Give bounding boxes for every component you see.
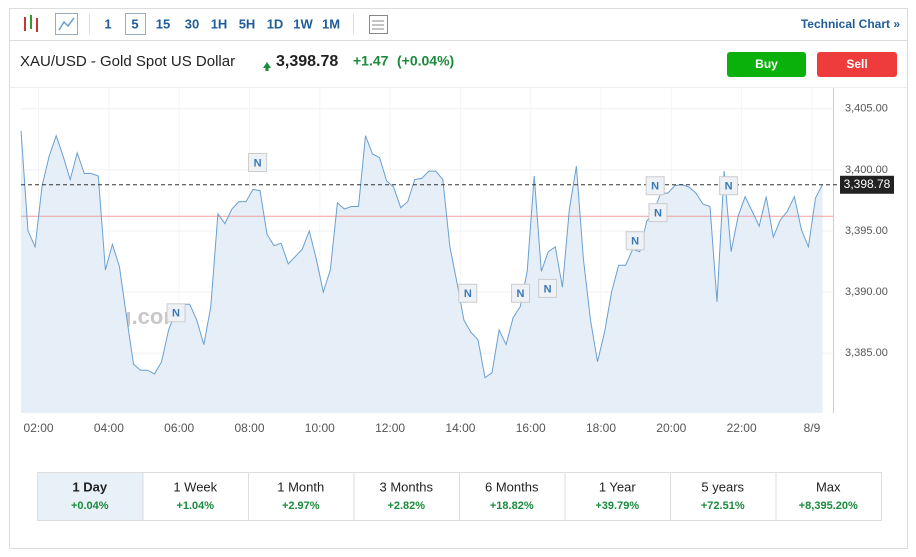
x-tick-label: 16:00 (516, 421, 546, 435)
period-label[interactable]: 1 Month (277, 479, 324, 494)
period-change[interactable]: +18.82% (490, 500, 534, 512)
change-pct: (+0.04%) (397, 53, 454, 69)
news-marker[interactable] (458, 283, 478, 303)
sell-button[interactable] (817, 52, 897, 77)
change: +1.47 (353, 53, 389, 69)
area (21, 130, 823, 414)
symbol: XAU/USD - Gold Spot US Dollar (20, 53, 235, 70)
period-cell[interactable] (564, 472, 671, 521)
y-tick-label: 3,385.00 (845, 347, 888, 359)
period-change[interactable]: +1.04% (176, 500, 214, 512)
period-change[interactable]: +72.51% (701, 500, 745, 512)
interval[interactable]: 1H (211, 16, 228, 31)
period-label[interactable]: 3 Months (380, 479, 434, 494)
news-label[interactable]: N (631, 236, 639, 248)
interval[interactable]: 1W (293, 16, 313, 31)
technical-chart-link[interactable]: Technical Chart » (801, 17, 900, 31)
period-change[interactable]: +8,395.20% (799, 500, 858, 512)
news-label[interactable]: N (544, 283, 552, 295)
news-marker[interactable] (248, 153, 268, 173)
news-marker[interactable] (538, 278, 558, 298)
interval[interactable]: 1D (267, 16, 284, 31)
period-change[interactable]: +2.82% (387, 500, 425, 512)
period-cell[interactable] (775, 472, 882, 521)
y-tick-label: 3,400.00 (845, 164, 888, 176)
x-tick-label: 14:00 (445, 421, 475, 435)
period-change[interactable]: +2.97% (282, 500, 320, 512)
candle-icon[interactable] (24, 15, 38, 32)
news-label[interactable]: N (464, 288, 472, 300)
period-label[interactable]: 1 Day (72, 479, 107, 494)
news-label[interactable]: N (254, 157, 262, 169)
news-marker[interactable] (625, 231, 645, 251)
period-label[interactable]: 1 Week (173, 479, 217, 494)
period-change[interactable]: +0.04% (71, 500, 109, 512)
last-price-label: 3,398.78 (844, 177, 891, 191)
interval[interactable]: 5H (239, 16, 256, 31)
sell-label[interactable]: Sell (846, 57, 867, 71)
interval[interactable]: 1M (322, 16, 340, 31)
price: 3,398.78 (276, 53, 338, 70)
period-label[interactable]: Max (816, 479, 841, 494)
table-icon-lines (372, 20, 384, 30)
news-label[interactable]: N (654, 208, 662, 220)
y-tick-label: 3,405.00 (845, 103, 888, 115)
news-marker[interactable] (719, 176, 739, 196)
x-tick-label: 8/9 (804, 421, 821, 435)
selected-interval (125, 13, 146, 35)
interval[interactable]: 30 (185, 16, 199, 31)
last-price-box (840, 175, 894, 194)
news-label[interactable]: N (517, 288, 525, 300)
interval[interactable]: 5 (131, 16, 138, 31)
period-cell[interactable] (459, 472, 566, 521)
news-marker[interactable] (166, 303, 186, 323)
period-cell[interactable] (670, 472, 777, 521)
area-icon-line (58, 17, 75, 31)
buy-button[interactable] (727, 52, 806, 77)
period-cell[interactable] (353, 472, 460, 521)
period-cell[interactable] (37, 472, 144, 521)
interval[interactable]: 15 (156, 16, 170, 31)
period-cell[interactable] (248, 472, 355, 521)
buy-label[interactable]: Buy (755, 57, 778, 71)
x-tick-label: 22:00 (727, 421, 757, 435)
period-label[interactable]: 1 Year (599, 479, 637, 494)
x-tick-label: 12:00 (375, 421, 405, 435)
x-tick-label: 10:00 (305, 421, 335, 435)
news-marker[interactable] (511, 283, 531, 303)
news-marker[interactable] (648, 203, 668, 223)
news-label[interactable]: N (725, 181, 733, 193)
news-label[interactable]: N (172, 308, 180, 320)
period-cell[interactable] (142, 472, 249, 521)
x-tick-label: 20:00 (656, 421, 686, 435)
x-tick-label: 06:00 (164, 421, 194, 435)
y-tick-label: 3,390.00 (845, 286, 888, 298)
x-tick-label: 08:00 (234, 421, 264, 435)
news-marker[interactable] (645, 176, 665, 196)
up-arrow (263, 62, 271, 71)
x-tick-label: 02:00 (24, 421, 54, 435)
y-tick-label: 3,395.00 (845, 225, 888, 237)
news-label[interactable]: N (651, 181, 659, 193)
period-label[interactable]: 6 Months (485, 479, 539, 494)
x-tick-label: 18:00 (586, 421, 616, 435)
price-line (20, 130, 823, 379)
period-label[interactable]: 5 years (701, 479, 744, 494)
interval[interactable]: 1 (104, 16, 111, 31)
period-change[interactable]: +39.79% (595, 500, 639, 512)
x-tick-label: 04:00 (94, 421, 124, 435)
